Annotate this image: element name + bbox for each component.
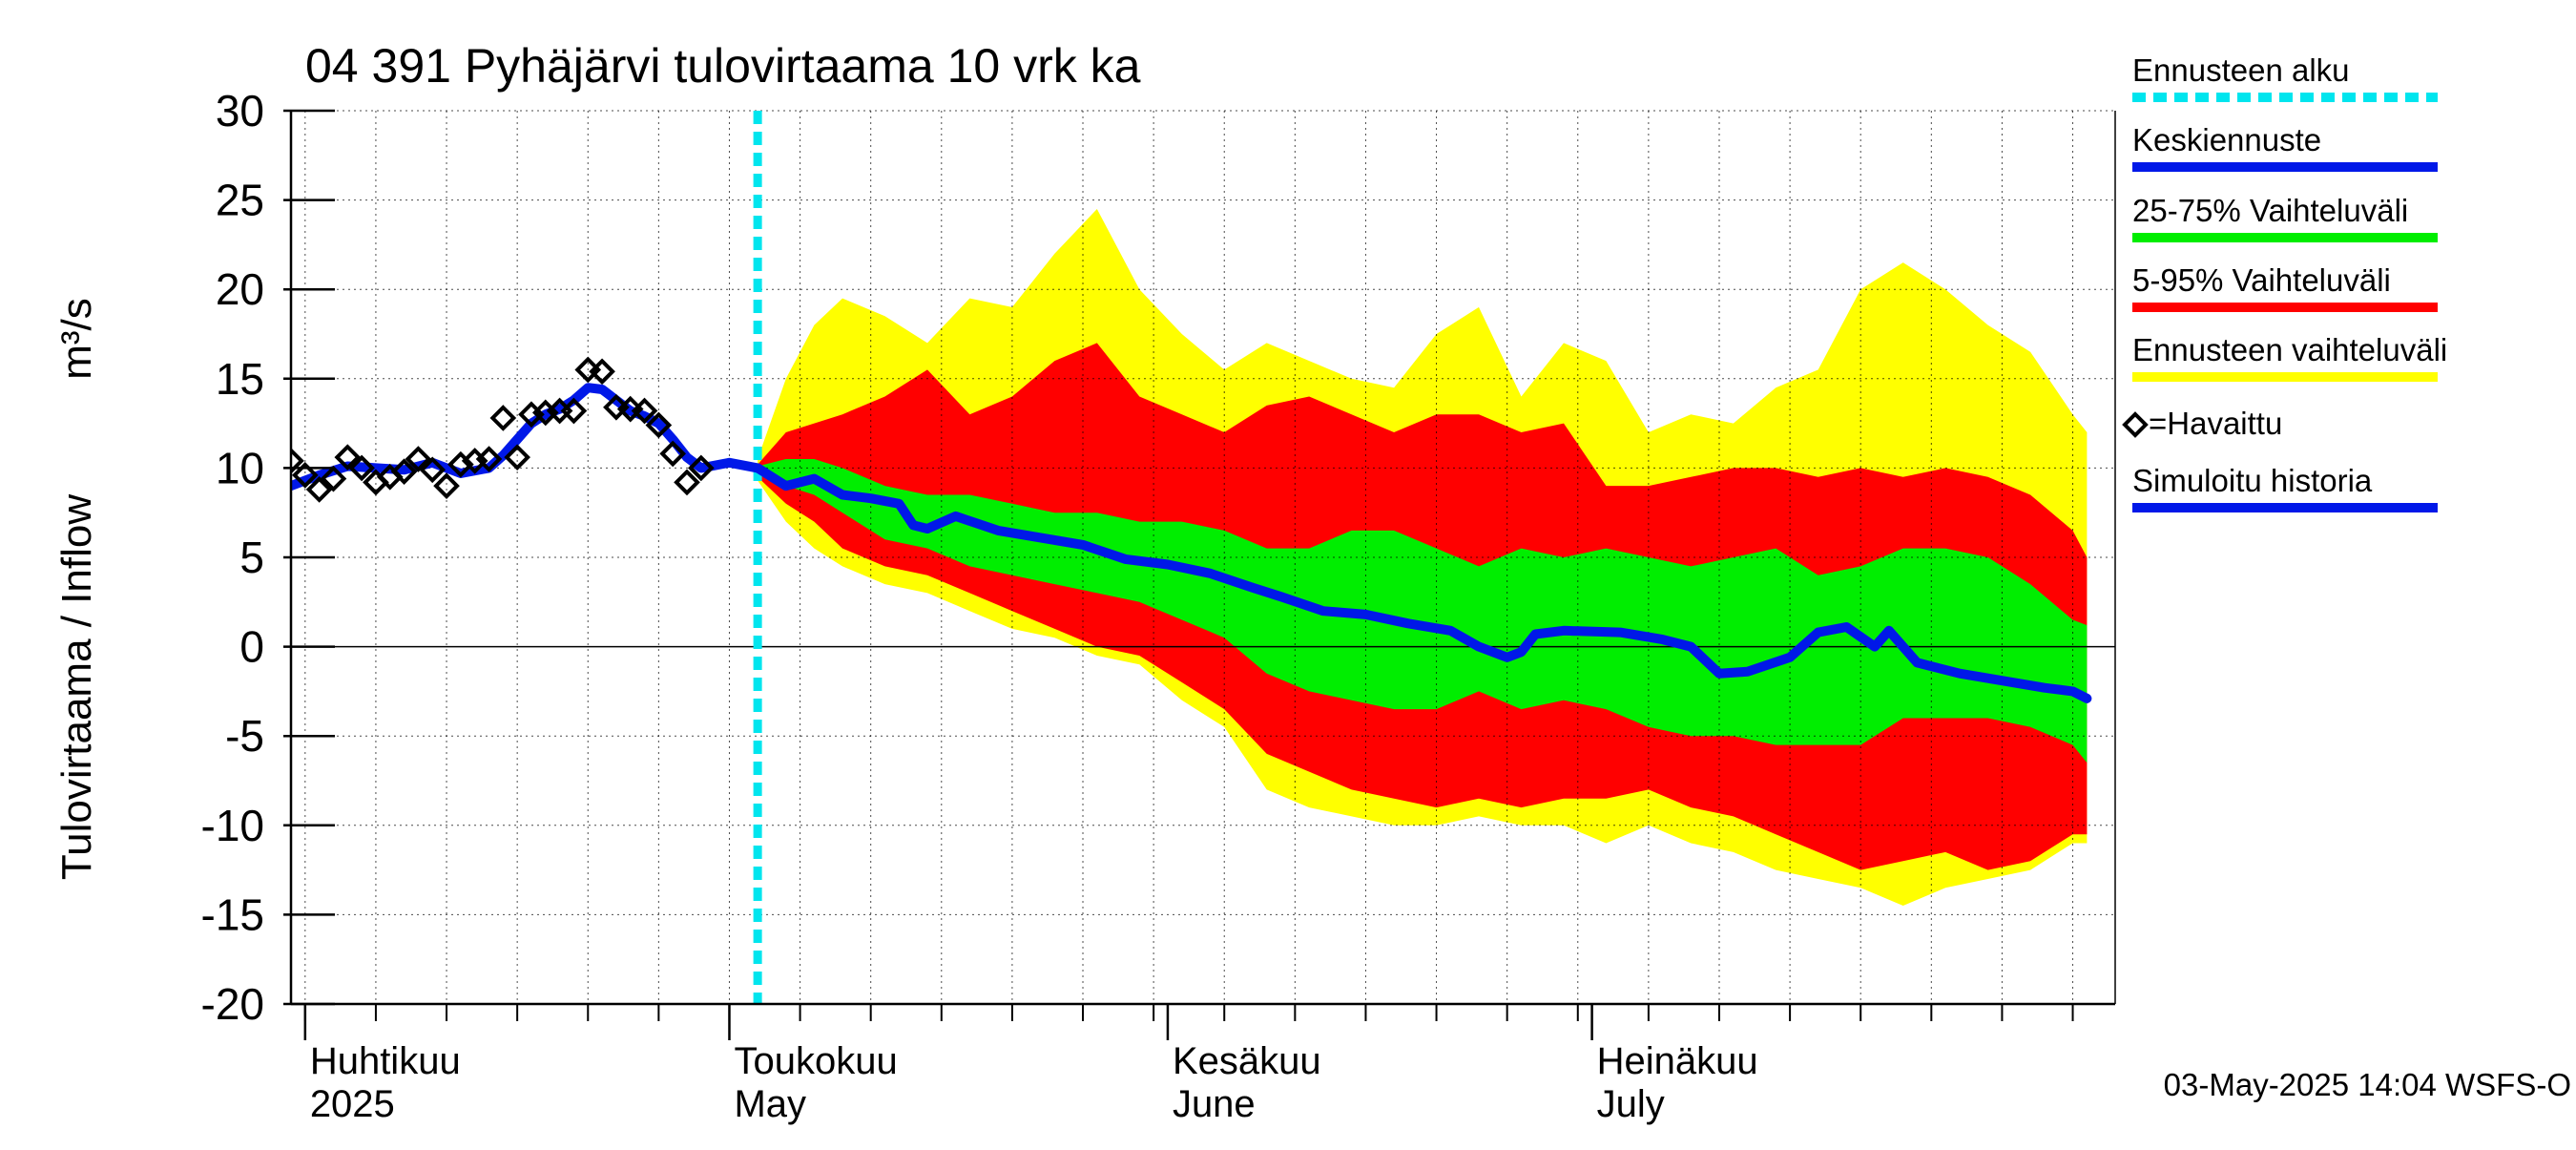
observed-point [405,446,432,472]
x-month-sublabel: June [1173,1083,1256,1125]
legend-label: Keskiennuste [2132,122,2321,157]
legend: Ennusteen alku Keskiennuste 25-75% Vaihtel… [2122,52,2447,512]
observed-point [560,397,588,425]
observed-point [674,469,700,496]
observed-point [305,476,333,503]
y-tick-label: -10 [201,801,264,850]
observed-point [291,448,304,474]
observed-point [348,454,375,482]
x-month-label: Huhtikuu [310,1040,461,1082]
x-month-label: Toukokuu [734,1040,897,1082]
observed-point [334,444,362,470]
legend-label: 25-75% Vaihteluväli [2132,193,2408,228]
forecast-bands [758,209,2088,906]
x-month-label: Kesäkuu [1173,1040,1321,1082]
footer-timestamp: 03-May-2025 14:04 WSFS-O [2164,1067,2571,1102]
y-tick-label: -5 [225,711,264,761]
observed-point [291,462,319,489]
legend-label: Ennusteen alku [2132,52,2350,88]
history-line [291,383,763,491]
y-tick-label: 25 [216,176,264,225]
observed-point [390,458,418,485]
band-25-75 [758,459,2088,763]
legend-label: Simuloitu historia [2132,463,2373,498]
observed-point [475,446,503,472]
y-axis-unit: m³/s [53,298,100,380]
observed-point [447,450,474,478]
y-tick-label: 0 [239,622,264,672]
grid [291,110,2115,1005]
median-forecast-line [753,463,2092,703]
y-tick-label: -20 [201,979,264,1029]
y-tick-label: 30 [216,86,264,136]
observed-point [688,454,715,482]
observed-point [631,397,658,425]
observed-point [433,472,460,499]
observed-point [419,456,447,484]
x-month-label: Heinäkuu [1597,1040,1758,1082]
observed-point [645,411,673,439]
observed-point [489,405,517,431]
legend-label: Ennusteen vaihteluväli [2132,332,2447,367]
x-month-sublabel: 2025 [310,1083,395,1125]
y-tick-label: -15 [201,889,264,939]
legend-label: =Havaittu [2149,406,2282,441]
y-tick-label: 10 [216,443,264,492]
y-tick-label: 15 [216,354,264,404]
y-axis-label: Tulovirtaama / Inflow m³/s [53,298,100,880]
y-tick-label: 20 [216,264,264,314]
legend-observed-marker [2122,411,2149,438]
observed-point [504,444,530,470]
x-month-sublabel: July [1597,1083,1665,1125]
observed-point [659,440,687,468]
observed-point [589,358,615,386]
y-axis-title: Tulovirtaama / Inflow [53,494,100,881]
chart-title: 04 391 Pyhäjärvi tulovirtaama 10 vrk ka [305,39,1141,93]
legend-label: 5-95% Vaihteluväli [2132,262,2391,298]
x-month-sublabel: May [734,1083,806,1125]
observed-point [320,465,347,492]
series-lines [291,111,2092,1004]
y-tick-label: 5 [239,533,264,582]
